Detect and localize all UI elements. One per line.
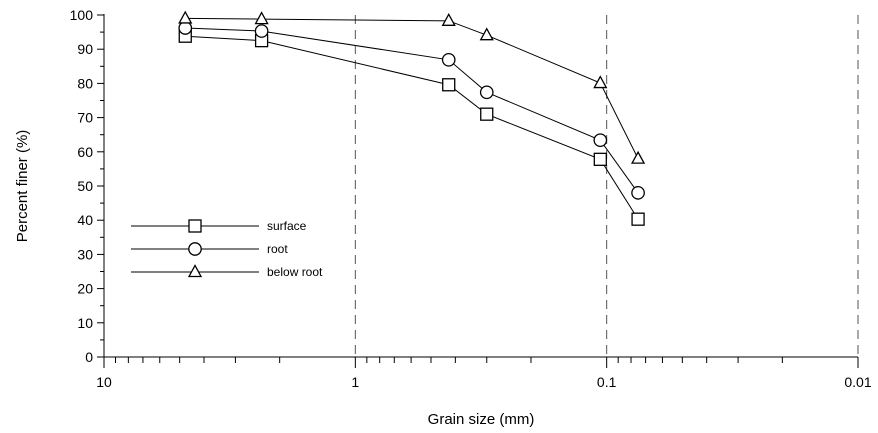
x-axis-title: Grain size (mm) [428, 411, 535, 428]
data-point-triangle [441, 12, 456, 26]
legend-entry: root [131, 242, 288, 256]
series-layer [178, 10, 646, 226]
y-tick-label: 50 [77, 178, 93, 194]
data-point-triangle [178, 10, 193, 24]
y-tick-label: 10 [77, 315, 93, 331]
axis-layer [103, 14, 858, 358]
data-point-triangle [479, 27, 494, 41]
data-point-circle [631, 185, 645, 200]
x-tick-label: 1 [351, 374, 359, 390]
x-tick-label: 0.01 [844, 374, 871, 390]
data-point-circle [254, 24, 269, 38]
y-tick-label: 100 [70, 7, 94, 23]
data-point-circle [593, 133, 608, 148]
legend: surface root below root [131, 219, 323, 279]
series-root [178, 21, 645, 200]
legend-entry: surface [131, 219, 307, 233]
y-tick-label: 40 [77, 212, 93, 228]
data-point-square [480, 107, 494, 121]
y-tick-label: 80 [77, 75, 93, 91]
grid-layer [354, 15, 859, 357]
series-line [185, 17, 639, 159]
data-point-triangle [593, 75, 608, 89]
series-below-root [178, 10, 646, 164]
data-point-square [442, 78, 456, 92]
data-point-circle [178, 21, 193, 35]
series-line [185, 35, 639, 220]
legend-entry: below root [131, 264, 323, 279]
data-point-square [188, 219, 202, 233]
data-point-triangle [187, 264, 203, 278]
data-point-triangle [254, 11, 269, 25]
y-tick-label: 0 [85, 349, 93, 365]
legend-label: surface [267, 219, 307, 233]
series-line [185, 27, 639, 194]
y-tick-label: 70 [77, 110, 93, 126]
y-tick-label: 60 [77, 144, 93, 160]
y-axis-title: Percent finer (%) [14, 130, 31, 243]
data-point-circle [441, 52, 456, 67]
data-point-circle [188, 242, 202, 256]
data-point-circle [479, 85, 494, 100]
legend-label: below root [267, 265, 323, 279]
data-point-triangle [630, 150, 646, 164]
y-tick-label: 20 [77, 281, 93, 297]
legend-label: root [267, 242, 288, 256]
series-surface [178, 29, 645, 226]
y-tick-label: 30 [77, 246, 93, 262]
x-tick-label: 0.1 [597, 374, 617, 390]
y-tick-label: 90 [77, 41, 93, 57]
x-tick-label: 10 [96, 374, 112, 390]
data-point-square [593, 152, 607, 166]
data-point-square [631, 212, 645, 226]
